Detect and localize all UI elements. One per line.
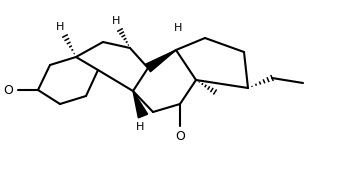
- Polygon shape: [146, 50, 176, 72]
- Text: H: H: [136, 122, 144, 132]
- Text: O: O: [3, 83, 13, 96]
- Text: H: H: [56, 22, 64, 32]
- Text: H: H: [174, 23, 182, 33]
- Polygon shape: [133, 91, 147, 118]
- Text: H: H: [112, 16, 120, 26]
- Text: O: O: [175, 130, 185, 143]
